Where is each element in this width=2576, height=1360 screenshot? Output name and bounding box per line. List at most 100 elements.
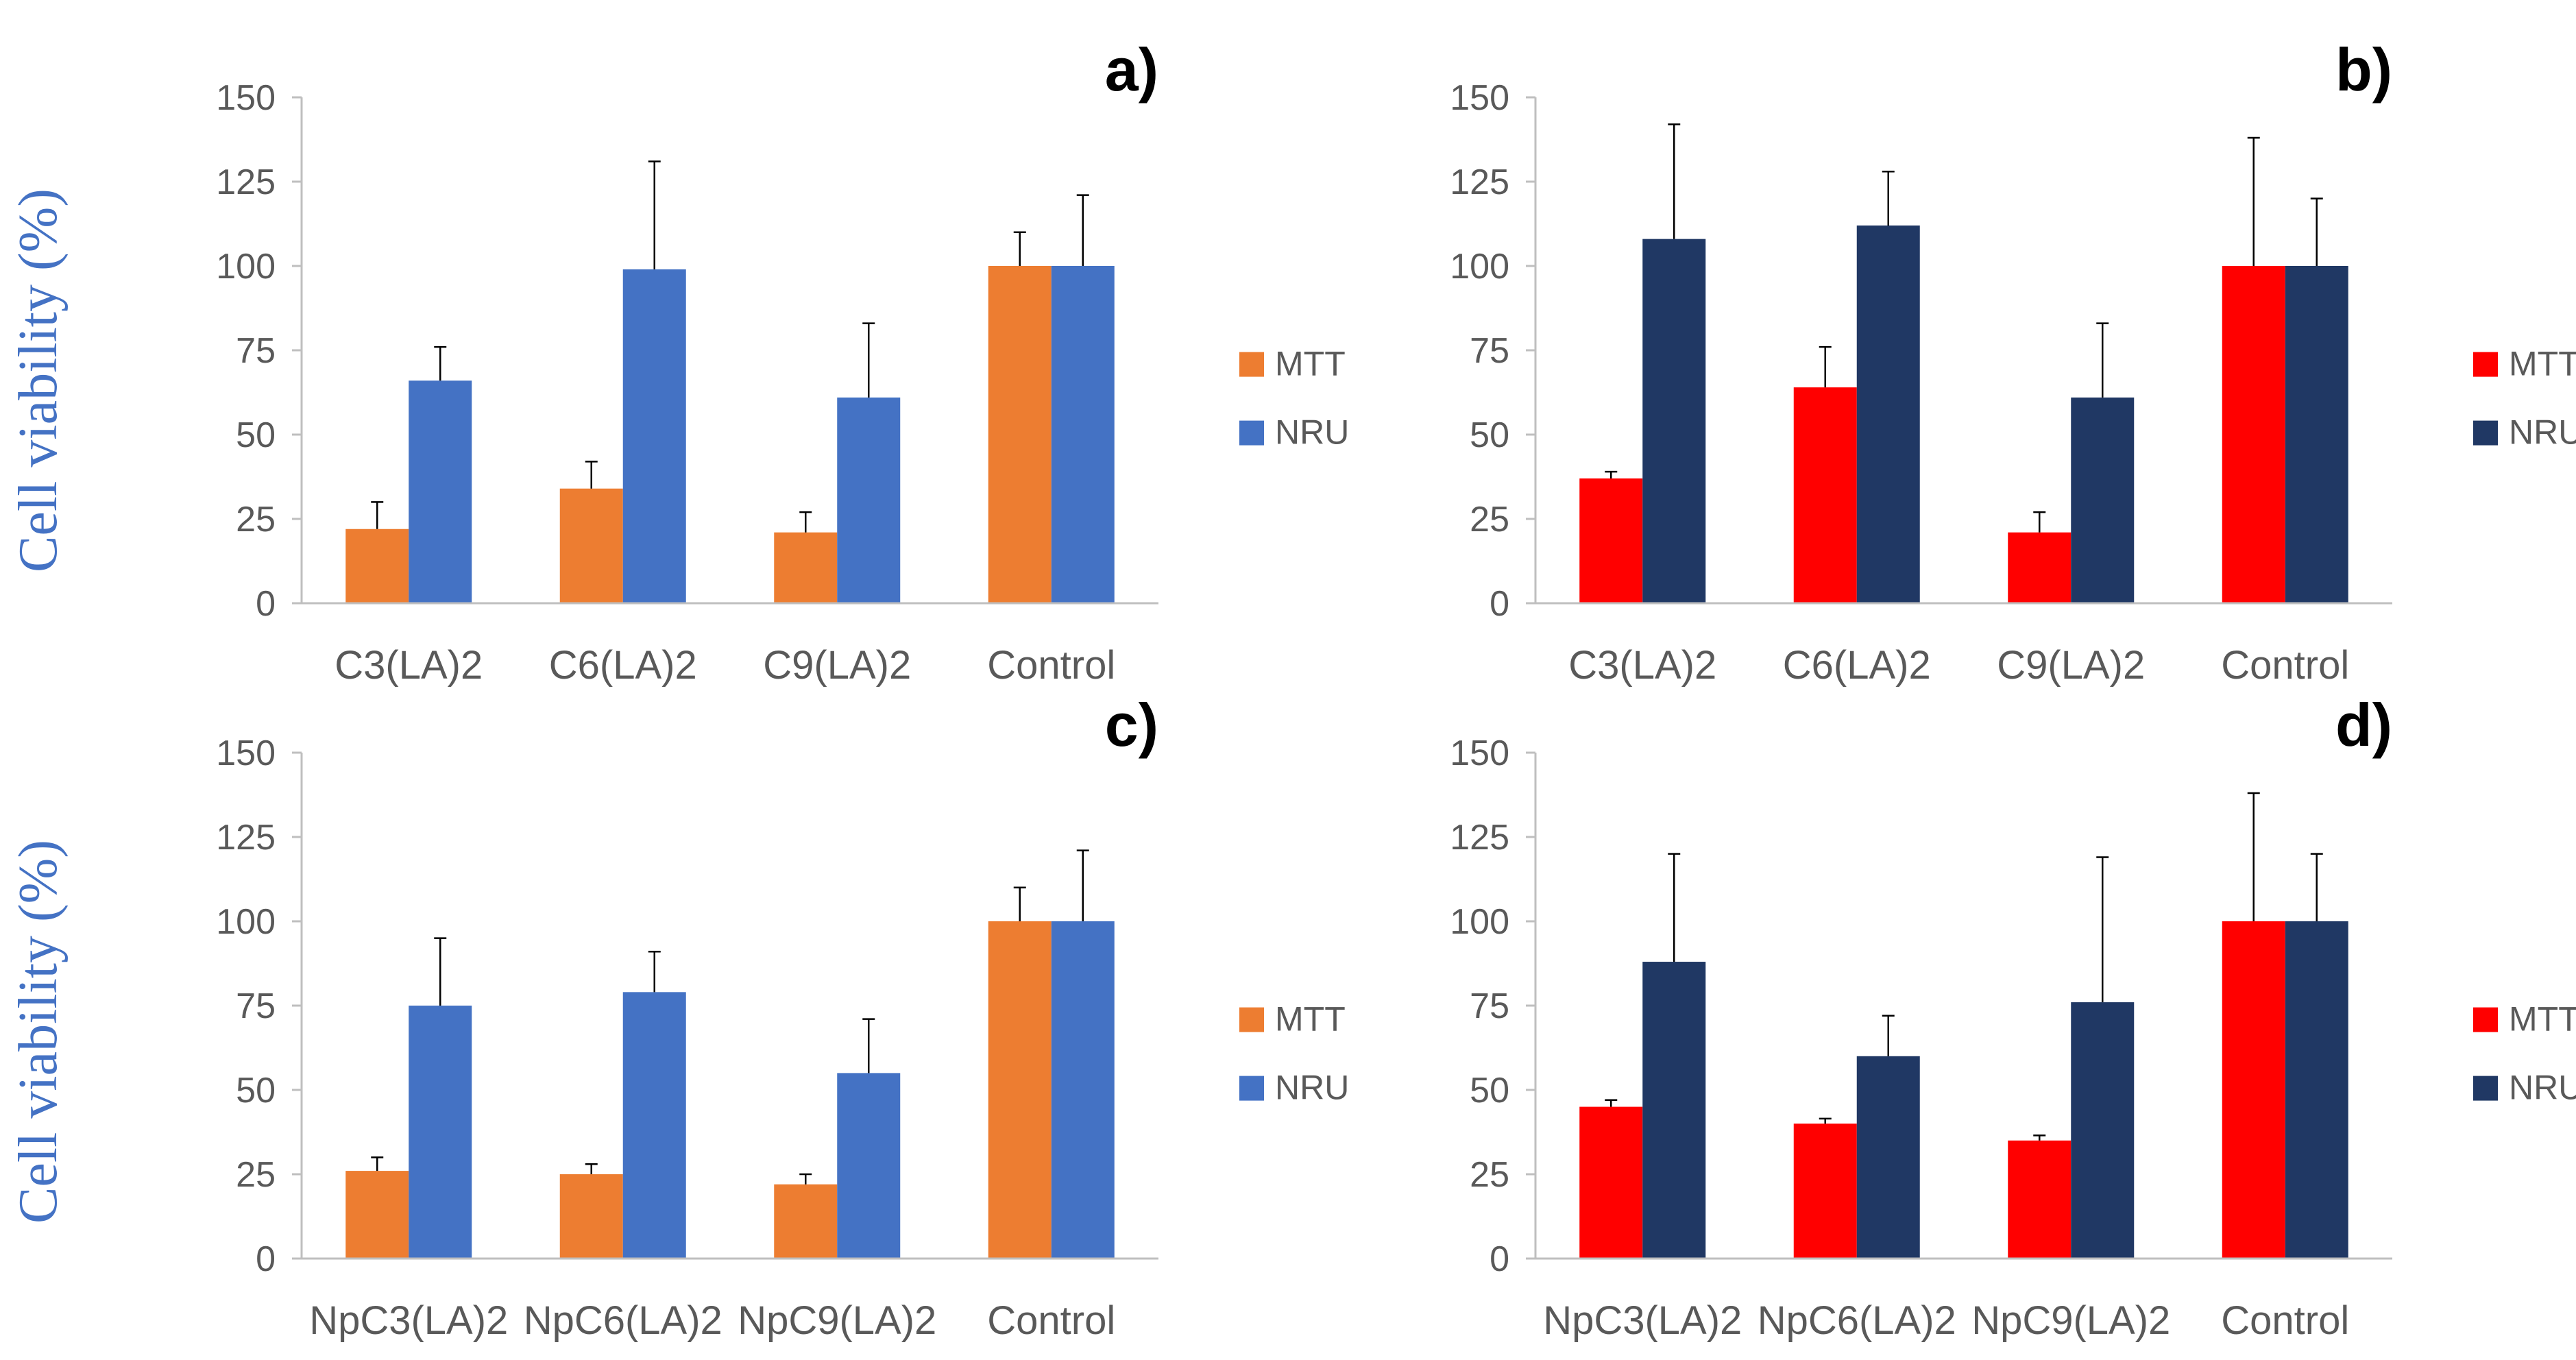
bar-mtt — [1793, 387, 1857, 603]
panel-label: c) — [1105, 691, 1158, 759]
x-category-label: Control — [987, 1298, 1115, 1343]
bar-nru — [1051, 921, 1115, 1259]
bar-mtt — [345, 1171, 409, 1259]
legend-swatch-mtt — [2473, 1007, 2498, 1032]
panel-label: d) — [2335, 691, 2392, 759]
y-tick-label: 100 — [216, 902, 276, 942]
y-tick-label: 25 — [1470, 1155, 1509, 1195]
legend-swatch-nru — [1239, 1076, 1264, 1101]
y-tick-label: 75 — [236, 331, 276, 371]
y-tick-label: 75 — [1470, 986, 1509, 1026]
legend-swatch-mtt — [1239, 352, 1264, 377]
bar-nru — [1051, 266, 1115, 603]
y-tick-label: 100 — [1450, 902, 1509, 942]
x-category-label: NpC3(LA)2 — [1543, 1298, 1742, 1343]
bar-mtt — [2222, 921, 2285, 1259]
x-category-label: NpC3(LA)2 — [309, 1298, 508, 1343]
chart-panel-2: 0 25 50 75 100 125 150 C3(LA)2 C6(LA)2 C9(LA)2 Con… — [1450, 36, 2576, 688]
bar-mtt — [345, 529, 409, 603]
x-category-label: C9(LA)2 — [763, 643, 911, 688]
bar-mtt — [559, 488, 623, 603]
legend-swatch-nru — [2473, 1076, 2498, 1101]
y-tick-label: 125 — [1450, 818, 1509, 858]
y-tick-label: 100 — [216, 247, 276, 287]
bar-nru — [622, 992, 686, 1259]
y-tick-label: 150 — [216, 733, 276, 773]
x-category-label: C6(LA)2 — [1783, 643, 1931, 688]
bar-mtt — [774, 1184, 838, 1259]
bar-nru — [2285, 921, 2348, 1259]
x-category-label: NpC6(LA)2 — [1758, 1298, 1956, 1343]
y-tick-label: 50 — [236, 1071, 276, 1110]
bar-nru — [2071, 397, 2135, 603]
legend-label-mtt: MTT — [2509, 1000, 2576, 1039]
bar-mtt — [1579, 1106, 1643, 1259]
bar-nru — [622, 269, 686, 603]
bar-nru — [837, 1073, 901, 1259]
bar-mtt — [2222, 266, 2285, 603]
y-tick-label: 0 — [256, 584, 276, 624]
y-tick-label: 25 — [236, 1155, 276, 1195]
bar-nru — [1642, 239, 1706, 603]
y-tick-label: 125 — [216, 818, 276, 858]
y-tick-label: 0 — [1490, 584, 1509, 624]
x-category-label: NpC6(LA)2 — [524, 1298, 722, 1343]
bar-mtt — [988, 266, 1052, 603]
legend-label-mtt: MTT — [1275, 1000, 1346, 1039]
y-tick-label: 50 — [236, 415, 276, 455]
x-category-label: C3(LA)2 — [1568, 643, 1716, 688]
bar-nru — [1856, 1056, 1920, 1259]
x-category-label: C3(LA)2 — [335, 643, 483, 688]
legend-label-nru: NRU — [1275, 1069, 1349, 1107]
y-axis-label-top: Cell viability (%) — [8, 189, 69, 572]
bar-nru — [2285, 266, 2348, 603]
chart-panel-4: 0 25 50 75 100 125 150 NpC3(LA)2 NpC6(LA)2 NpC9(L… — [1450, 691, 2576, 1343]
y-tick-label: 75 — [1470, 331, 1509, 371]
x-category-label: Control — [2221, 643, 2349, 688]
legend-label-mtt: MTT — [1275, 345, 1346, 383]
x-category-label: C9(LA)2 — [1997, 643, 2145, 688]
bar-mtt — [1579, 478, 1643, 603]
legend-swatch-nru — [2473, 420, 2498, 446]
bar-mtt — [988, 921, 1052, 1259]
bar-mtt — [774, 532, 838, 603]
panel-label: a) — [1105, 36, 1158, 104]
legend-label-nru: NRU — [2509, 413, 2576, 452]
legend-swatch-mtt — [2473, 352, 2498, 377]
legend-label-nru: NRU — [2509, 1069, 2576, 1107]
y-tick-label: 150 — [1450, 733, 1509, 773]
panels: 0 25 50 75 100 125 150 C3(LA)2 C6(LA)2 C9(LA)2 Con… — [216, 36, 2576, 1343]
y-tick-label: 50 — [1470, 1071, 1509, 1110]
x-category-label: Control — [987, 643, 1115, 688]
panel-label: b) — [2335, 36, 2392, 104]
bar-mtt — [1793, 1124, 1857, 1259]
legend-swatch-mtt — [1239, 1007, 1264, 1032]
bar-nru — [2071, 1002, 2135, 1259]
y-tick-label: 25 — [1470, 500, 1509, 539]
y-tick-label: 100 — [1450, 247, 1509, 287]
y-tick-label: 75 — [236, 986, 276, 1026]
x-category-label: NpC9(LA)2 — [1971, 1298, 2170, 1343]
bar-mtt — [2008, 532, 2071, 603]
bar-mtt — [2008, 1140, 2071, 1259]
y-tick-label: 0 — [1490, 1239, 1509, 1279]
y-tick-label: 150 — [216, 78, 276, 118]
legend-label-nru: NRU — [1275, 413, 1349, 452]
bar-nru — [837, 397, 901, 603]
y-tick-label: 50 — [1470, 415, 1509, 455]
y-tick-label: 0 — [256, 1239, 276, 1279]
x-category-label: Control — [2221, 1298, 2349, 1343]
y-axis-label-bottom: Cell viability (%) — [8, 840, 69, 1224]
chart-panel-1: 0 25 50 75 100 125 150 C3(LA)2 C6(LA)2 C9(LA)2 Con… — [216, 36, 1349, 688]
y-tick-label: 25 — [236, 500, 276, 539]
legend-label-mtt: MTT — [2509, 345, 2576, 383]
y-tick-label: 125 — [1450, 162, 1509, 202]
bar-mtt — [559, 1174, 623, 1259]
bar-nru — [1856, 225, 1920, 604]
y-tick-label: 125 — [216, 162, 276, 202]
x-category-label: NpC9(LA)2 — [738, 1298, 936, 1343]
bar-nru — [409, 380, 472, 603]
x-category-label: C6(LA)2 — [549, 643, 697, 688]
y-tick-label: 150 — [1450, 78, 1509, 118]
